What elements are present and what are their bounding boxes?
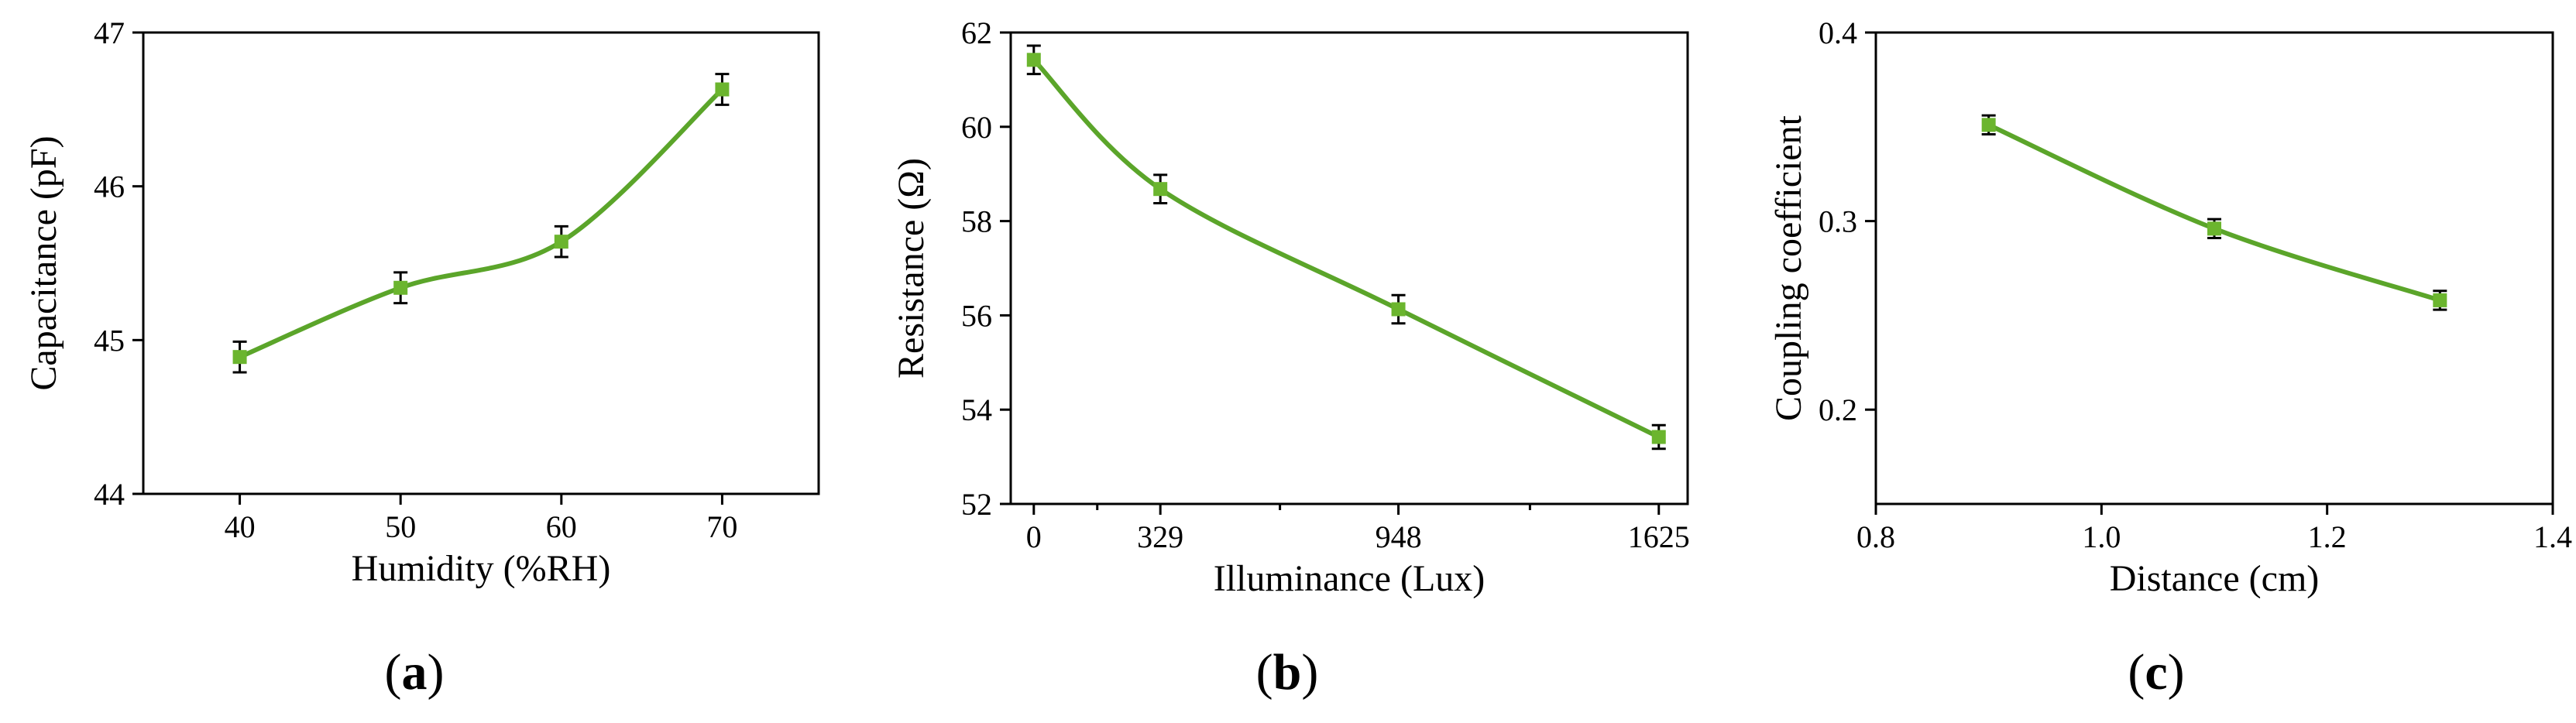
y-tick-label: 46 bbox=[94, 170, 125, 204]
x-tick-label: 70 bbox=[706, 509, 737, 544]
y-tick-label: 56 bbox=[961, 298, 992, 333]
data-point bbox=[1651, 430, 1666, 444]
data-point bbox=[1153, 182, 1168, 197]
plot-frame bbox=[1009, 31, 1689, 505]
y-axis-label: Resistance (Ω) bbox=[891, 158, 932, 379]
x-tick-label: 0 bbox=[1026, 519, 1042, 554]
y-tick-label: 62 bbox=[961, 15, 992, 50]
data-point bbox=[1981, 118, 1996, 132]
series-line bbox=[1987, 122, 2441, 303]
x-axis-label: Distance (cm) bbox=[2110, 558, 2320, 599]
y-tick-label: 60 bbox=[961, 110, 992, 145]
y-tick-label: 0.4 bbox=[1819, 15, 1857, 50]
panel-label-open: ( bbox=[1256, 644, 1273, 701]
x-axis-label: Humidity (%RH) bbox=[352, 548, 611, 589]
panel-label: (c) bbox=[2128, 644, 2184, 701]
data-point bbox=[1026, 53, 1041, 67]
panel-label: (a) bbox=[385, 644, 445, 701]
series-line bbox=[239, 87, 724, 359]
y-tick-label: 45 bbox=[94, 323, 125, 358]
data-point bbox=[554, 235, 568, 249]
panel-label-open: ( bbox=[385, 644, 402, 701]
panel-label-close: ) bbox=[428, 644, 445, 701]
x-tick-label: 0.8 bbox=[1856, 519, 1895, 554]
data-point bbox=[393, 280, 408, 295]
panel-label-close: ) bbox=[2168, 644, 2185, 701]
panel-label-letter: b bbox=[1273, 644, 1302, 701]
y-tick-label: 54 bbox=[961, 392, 992, 427]
x-axis-label: Illuminance (Lux) bbox=[1214, 558, 1485, 599]
y-tick-label: 0.3 bbox=[1819, 204, 1857, 239]
panel-label-letter: c bbox=[2145, 644, 2167, 701]
x-tick-label: 40 bbox=[225, 509, 256, 544]
y-tick-label: 0.2 bbox=[1819, 392, 1857, 427]
x-tick-label: 1.2 bbox=[2308, 519, 2347, 554]
series-line bbox=[1032, 58, 1661, 440]
x-tick-label: 60 bbox=[546, 509, 577, 544]
y-tick-label: 58 bbox=[961, 204, 992, 239]
x-tick-label: 948 bbox=[1376, 519, 1422, 554]
x-tick-label: 1.0 bbox=[2082, 519, 2121, 554]
data-point bbox=[715, 82, 730, 97]
x-tick-label: 329 bbox=[1137, 519, 1183, 554]
panel-label-letter: a bbox=[402, 644, 428, 701]
x-tick-label: 1.4 bbox=[2533, 519, 2572, 554]
y-tick-label: 44 bbox=[94, 477, 125, 512]
data-point bbox=[2433, 293, 2447, 307]
data-point bbox=[2207, 221, 2221, 236]
panel-label-close: ) bbox=[1301, 644, 1318, 701]
y-tick-label: 47 bbox=[94, 15, 125, 50]
x-tick-label: 1625 bbox=[1628, 519, 1690, 554]
panel-label-open: ( bbox=[2128, 644, 2145, 701]
panel-b: 0 329 948 1625 52 54 56 58 60 62 Illuminance (Lux)… bbox=[891, 15, 1690, 701]
y-axis-label: Capacitance (pF) bbox=[23, 135, 64, 390]
y-tick-label: 52 bbox=[961, 487, 992, 522]
x-tick-label: 50 bbox=[385, 509, 416, 544]
panel-a: 40 50 60 70 44 45 46 47 Humidity (%RH) Capacitanc… bbox=[23, 15, 820, 701]
panel-label: (b) bbox=[1256, 644, 1319, 701]
data-point bbox=[232, 350, 247, 365]
plot-frame bbox=[1874, 31, 2554, 505]
data-point bbox=[1391, 302, 1406, 317]
panel-c: 0.8 1.0 1.2 1.4 0.2 0.3 0.4 Distance (cm) Coupli… bbox=[1768, 15, 2572, 701]
plot-frame bbox=[142, 31, 820, 495]
y-axis-label: Coupling coefficient bbox=[1768, 115, 1809, 421]
